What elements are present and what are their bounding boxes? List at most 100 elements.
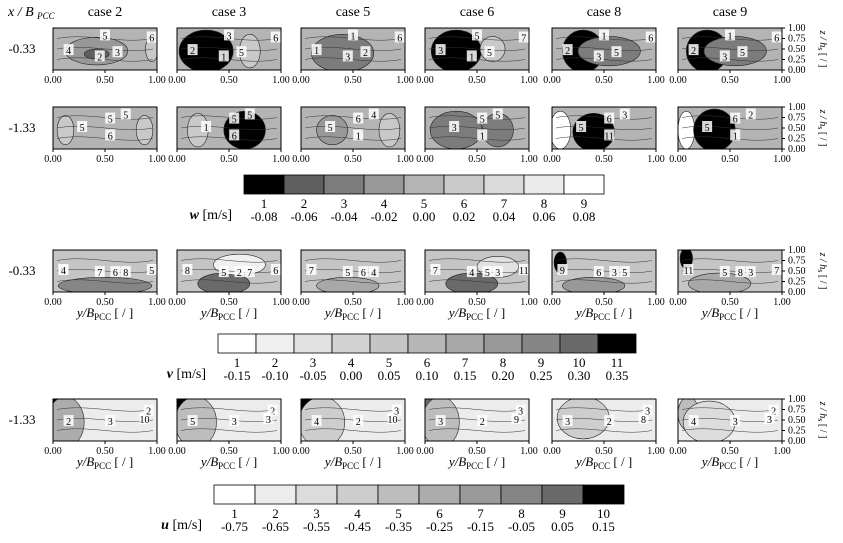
contour-label: 11 [519,266,529,277]
scale-swatch [597,333,637,354]
scale-level: 1 [261,196,268,211]
contour-label: 3 [767,415,772,426]
contour-label: 3 [733,417,738,428]
contour-label-box [182,264,193,275]
scale-swatch [363,174,405,195]
contour-label: 3 [115,48,120,59]
scale-level: 1 [234,355,241,370]
contour-label: 5 [579,123,584,134]
contour-label: 6 [232,131,237,142]
contour-panel: 1 2 3 5 6 0.00 0.50 1.00 [669,27,791,86]
scale-value: 0.00 [413,209,436,224]
contour-label-box [63,415,74,427]
y-axis-label: z / hs [ / ] [816,401,828,439]
y-tick-label: 1.00 [788,245,806,256]
y-tick-label: 0.00 [788,436,806,447]
x-tick-label: 0.00 [669,297,687,308]
contour-label: 7 [247,268,252,279]
contour-label: 5 [475,31,480,42]
contour-label: 4 [371,110,376,121]
scale-level: 4 [354,506,361,521]
contour-label-box [229,415,240,427]
contour-panel: 9678540.000.501.00y/BPCC [ / ] [44,249,166,322]
contour-label-box [229,129,240,141]
scale-level: 8 [518,506,525,521]
x-tick-label: 0.50 [96,446,114,457]
scale-value: 0.05 [378,368,401,383]
x-tick-label: 1.00 [647,75,665,86]
x-tick-label: 0.00 [168,297,186,308]
contour-line [56,279,154,284]
row-axis-label-sub: PCC [36,11,56,21]
x-axis-label: y/BPCC [ / ] [199,305,257,322]
x-axis-label: y/BPCC [ / ] [574,305,632,322]
scale-value: 0.15 [454,368,477,383]
contour-line [681,136,779,141]
contour-label: 6 [361,268,366,279]
contour-label-box [492,108,503,120]
contour-label-box [263,413,274,424]
scale-level: 1 [231,506,238,521]
contour-label-box [477,129,488,141]
contour-label: 2 [237,268,242,279]
contour-label: 2 [480,417,485,428]
contour-line [56,136,154,141]
x-axis-label: y/BPCC [ / ] [75,454,133,471]
contour-label: 3 [565,417,570,428]
x-tick-label: 0.00 [168,446,186,457]
contour-label-box [120,108,131,120]
contour-label: 3 [345,52,350,63]
contour-label-box [229,112,240,124]
contour-line [56,258,154,263]
scale-swatch [403,174,445,195]
x-tick-label: 1.00 [773,75,791,86]
contour-panel: 7 65 4 0.00 0.50 1.00 y/BPCC [ / ] [292,249,414,322]
contour-line [180,428,278,433]
scale-swatch [559,333,599,354]
scale-swatch [521,333,561,354]
contour-line [555,115,653,120]
x-tick-label: 1.00 [520,297,538,308]
contour-label-box [638,413,649,424]
contour-label: 7 [97,268,102,279]
scale-level: 5 [395,506,402,521]
x-tick-label: 0.50 [468,154,486,165]
scale-quantity: v [m/s] [167,367,206,382]
contour-label: 10 [388,415,398,426]
contour-line [304,428,402,433]
x-tick-label: 0.00 [416,75,434,86]
contour-line [681,428,779,433]
y-tick-label: 0.25 [788,134,806,145]
scale-value: 0.25 [530,368,553,383]
y-tick-label: 0.25 [788,426,806,437]
scale-level: 7 [501,196,508,211]
contour-label-box [466,50,477,62]
contour-label: 2 [97,52,102,63]
scale-level: 5 [421,196,428,211]
contour-line [304,279,402,284]
contour-label: 2 [356,417,361,428]
scale-level: 6 [424,355,431,370]
contour-label: 6 [273,34,278,45]
contour-label-box [306,264,317,275]
contour-line [681,115,779,120]
contour-label-box [63,44,74,56]
contour-label-box [764,413,775,424]
contour-region [135,115,154,146]
x-tick-label: 0.50 [595,75,613,86]
scale-value: 0.30 [568,368,591,383]
contour-line [180,258,278,263]
contour-label-box [719,50,730,62]
contour-label: 3 [227,31,232,42]
scale-level: 7 [477,506,484,521]
contour-label-box [719,266,730,278]
contour-label-box [702,121,713,132]
contour-label-box [187,415,198,427]
contour-label-box [604,415,615,427]
contour-label: 5 [80,123,85,134]
contour-label-box [593,266,604,278]
y-axis-label: z / hs [ / ] [816,109,828,147]
scale-level: 6 [461,196,468,211]
contour-label-box [368,108,379,120]
